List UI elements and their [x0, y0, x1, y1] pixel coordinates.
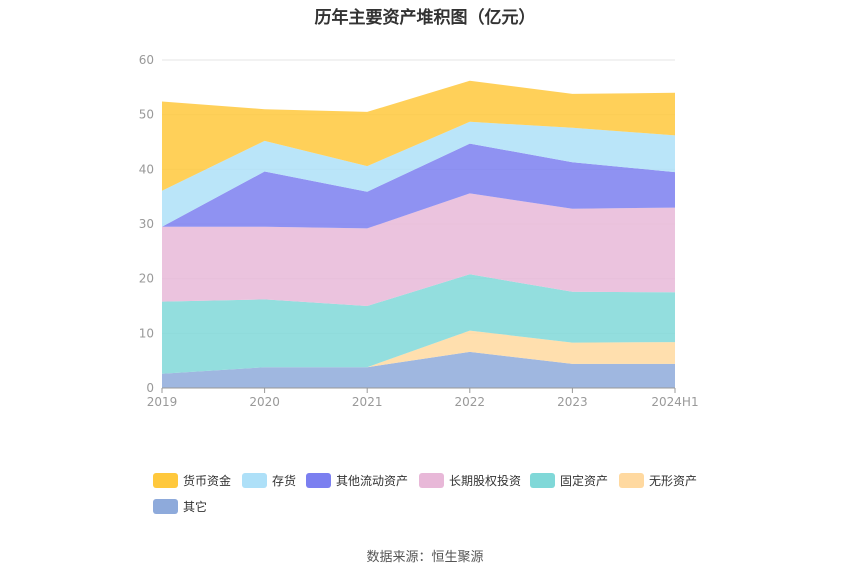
legend-swatch — [242, 473, 267, 488]
y-tick-label: 10 — [139, 326, 154, 340]
x-tick-label: 2021 — [352, 395, 383, 409]
x-tick-label: 2020 — [249, 395, 280, 409]
legend-label: 其它 — [183, 500, 208, 514]
x-tick-label: 2022 — [455, 395, 486, 409]
area-series — [162, 80, 675, 388]
chart-title: 历年主要资产堆积图（亿元） — [314, 8, 536, 28]
legend-item-fixed-assets[interactable]: 固定资产 — [530, 472, 608, 489]
axes: 0 10 20 30 40 50 60 2019 2020 2021 2022 2023 2024H1 — [139, 53, 699, 409]
legend-swatch — [306, 473, 331, 488]
area-其它[interactable] — [162, 351, 675, 388]
legend-label: 其他流动资产 — [336, 474, 409, 488]
y-tick-label: 40 — [139, 162, 154, 176]
legend-item-intangible-assets[interactable]: 无形资产 — [619, 472, 697, 489]
y-tick-label: 20 — [139, 272, 154, 286]
area-无形资产[interactable] — [162, 330, 675, 374]
legend-item-other-current-assets[interactable]: 其他流动资产 — [306, 472, 408, 489]
y-tick-label: 30 — [139, 217, 154, 231]
y-tick-label: 50 — [139, 108, 154, 122]
legend-label: 存货 — [272, 474, 297, 488]
legend-label: 固定资产 — [560, 474, 609, 488]
legend-swatch — [419, 473, 444, 488]
area-存货[interactable] — [162, 121, 675, 227]
x-tick-label: 2024H1 — [651, 395, 698, 409]
legend-label: 货币资金 — [183, 474, 232, 488]
x-tick-label: 2019 — [147, 395, 178, 409]
x-tick-label: 2023 — [557, 395, 588, 409]
y-tick-label: 0 — [146, 381, 154, 395]
area-其他流动资产[interactable] — [162, 143, 675, 229]
legend-label: 长期股权投资 — [449, 474, 522, 488]
legend-swatch — [619, 473, 644, 488]
area-货币资金[interactable] — [162, 80, 675, 191]
stacked-area-chart: 0 10 20 30 40 50 60 2019 2020 2021 2022 2023 2024H1 — [139, 53, 699, 409]
data-source: 数据来源：恒生聚源 — [366, 550, 484, 565]
legend-swatch — [153, 473, 178, 488]
area-固定资产[interactable] — [162, 274, 675, 374]
legend-item-long-term-equity[interactable]: 长期股权投资 — [419, 472, 521, 489]
legend-swatch — [530, 473, 555, 488]
legend-item-other[interactable]: 其它 — [153, 498, 207, 515]
legend-label: 无形资产 — [649, 474, 698, 488]
legend-item-cash[interactable]: 货币资金 — [153, 472, 231, 489]
legend-swatch — [153, 499, 178, 514]
area-长期股权投资[interactable] — [162, 193, 675, 306]
y-tick-label: 60 — [139, 53, 154, 67]
legend-item-inventory[interactable]: 存货 — [242, 472, 296, 489]
